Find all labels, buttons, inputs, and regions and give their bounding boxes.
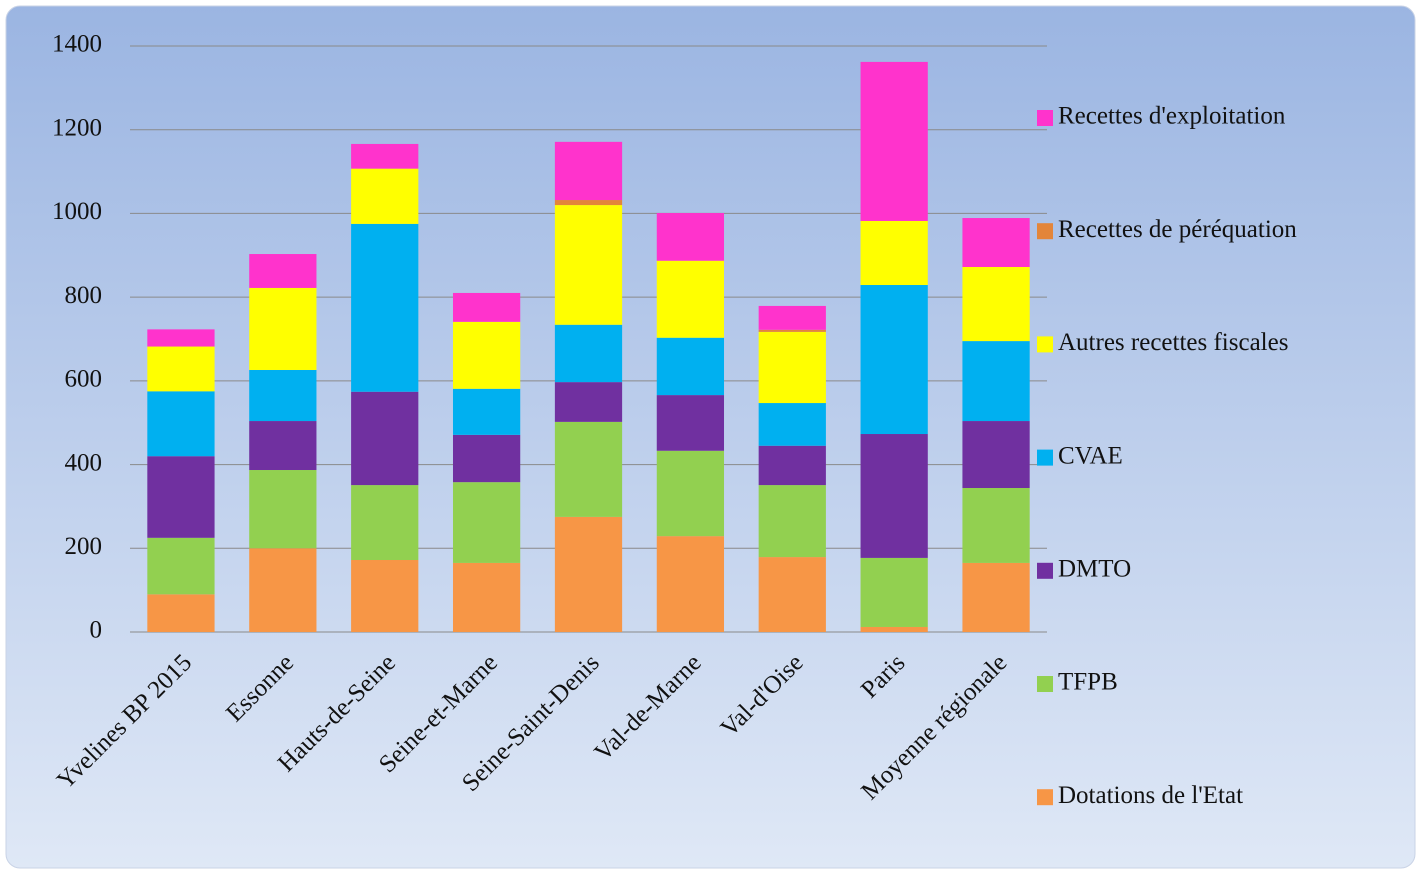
bar-segment [351,168,419,224]
bar-segment [860,220,928,286]
bar-segment [758,557,826,632]
bar-segment [452,388,521,435]
bar-segment [554,324,623,383]
bar-segment [758,305,826,330]
legend-swatch [1037,676,1053,692]
bar-segment [656,260,725,338]
bar-segment [962,421,1030,489]
bar-segment [351,485,419,561]
legend-swatch [1037,110,1053,126]
bar-segment [147,329,215,347]
bar-segment [351,223,419,392]
bar-segment [860,557,928,627]
bar-segment [860,626,928,632]
legend-label: CVAE [1058,442,1123,469]
bar-segment [249,421,317,471]
bar-segment [554,200,623,206]
bar-segment [962,488,1030,563]
bar-segment [554,516,623,632]
legend-swatch [1037,336,1053,353]
legend-label: Dotations de l'Etat [1058,782,1243,809]
bar-segment [860,434,928,558]
y-tick-label: 800 [65,282,103,309]
bar-segment [452,482,521,563]
y-tick-label: 1000 [52,198,102,225]
bar-segment [554,421,623,517]
bar-segment [452,321,521,389]
bar-segment [249,369,317,422]
bar-segment [452,562,521,632]
bar-segment [962,341,1030,422]
legend-swatch [1037,449,1053,466]
bar-segment [452,434,521,483]
legend-swatch [1037,223,1053,240]
bar-segment [249,548,317,632]
bar-segment [860,285,928,435]
bar-segment [249,254,317,288]
legend-swatch [1037,789,1053,806]
bar-segment [656,395,725,451]
bar-segment [656,450,725,537]
y-tick-label: 0 [90,617,103,644]
bar-segment [147,594,215,632]
bar-segment [147,456,215,538]
bar-segment [656,213,725,261]
legend-swatch [1037,562,1053,579]
legend-label: Autres recettes fiscales [1058,329,1288,356]
bar-segment [758,329,826,332]
bar-segment [249,287,317,370]
bar-segment [554,382,623,422]
y-tick-label: 200 [65,533,103,560]
bar-segment [351,391,419,486]
bar-segment [860,61,928,221]
bar-segment [452,292,521,322]
bar-segment [962,218,1030,268]
bar-segment [554,141,623,201]
y-tick-label: 600 [65,366,103,393]
bar-segment [962,562,1030,632]
bar-segment [758,445,826,486]
legend-label: DMTO [1058,556,1131,583]
bar-segment [758,403,826,446]
legend-label: Recettes d'exploitation [1058,103,1286,130]
bar-segment [147,537,215,595]
bar-segment [656,536,725,632]
legend-label: Recettes de péréquation [1058,216,1297,243]
bar-segment [351,560,419,632]
y-tick-label: 1400 [52,31,102,58]
bar-segment [147,391,215,457]
bar-segment [962,267,1030,342]
bar-segment [351,143,419,169]
y-tick-label: 1200 [52,114,102,141]
bar-segment [758,331,826,404]
y-tick-label: 400 [65,449,103,476]
bar-segment [249,470,317,549]
bar-segment [147,346,215,392]
bar-segment [656,337,725,396]
bar-segment [554,205,623,325]
bar-segment [758,485,826,558]
legend-label: TFPB [1058,669,1118,696]
